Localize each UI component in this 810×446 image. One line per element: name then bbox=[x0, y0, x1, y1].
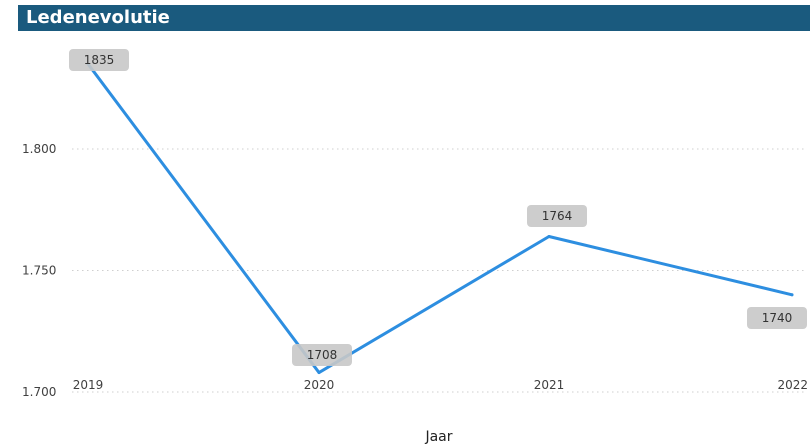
y-tick-label: 1.800 bbox=[22, 142, 56, 156]
chart-title: Ledenevolutie bbox=[26, 7, 170, 28]
visual-header: Ledenevolutie bbox=[18, 5, 810, 31]
data-point bbox=[790, 293, 794, 297]
data-point bbox=[317, 371, 321, 375]
x-tick-label: 2021 bbox=[534, 378, 565, 392]
data-label-box bbox=[69, 49, 129, 71]
data-point bbox=[547, 234, 551, 238]
data-label: 1708 bbox=[307, 348, 338, 362]
data-label: 1764 bbox=[542, 209, 573, 223]
data-label-box bbox=[527, 205, 587, 227]
data-label: 1740 bbox=[762, 311, 793, 325]
data-label-box bbox=[747, 307, 807, 329]
x-tick-label: 2022 bbox=[777, 378, 808, 392]
x-tick-label: 2019 bbox=[73, 378, 104, 392]
series-line bbox=[86, 62, 794, 375]
y-tick-label: 1.750 bbox=[22, 264, 56, 278]
data-label: 1835 bbox=[84, 53, 115, 67]
y-tick-label: 1.700 bbox=[22, 385, 56, 399]
x-axis-title: Jaar bbox=[424, 429, 452, 445]
data-label-box bbox=[292, 344, 352, 366]
x-tick-label: 2020 bbox=[304, 378, 335, 392]
